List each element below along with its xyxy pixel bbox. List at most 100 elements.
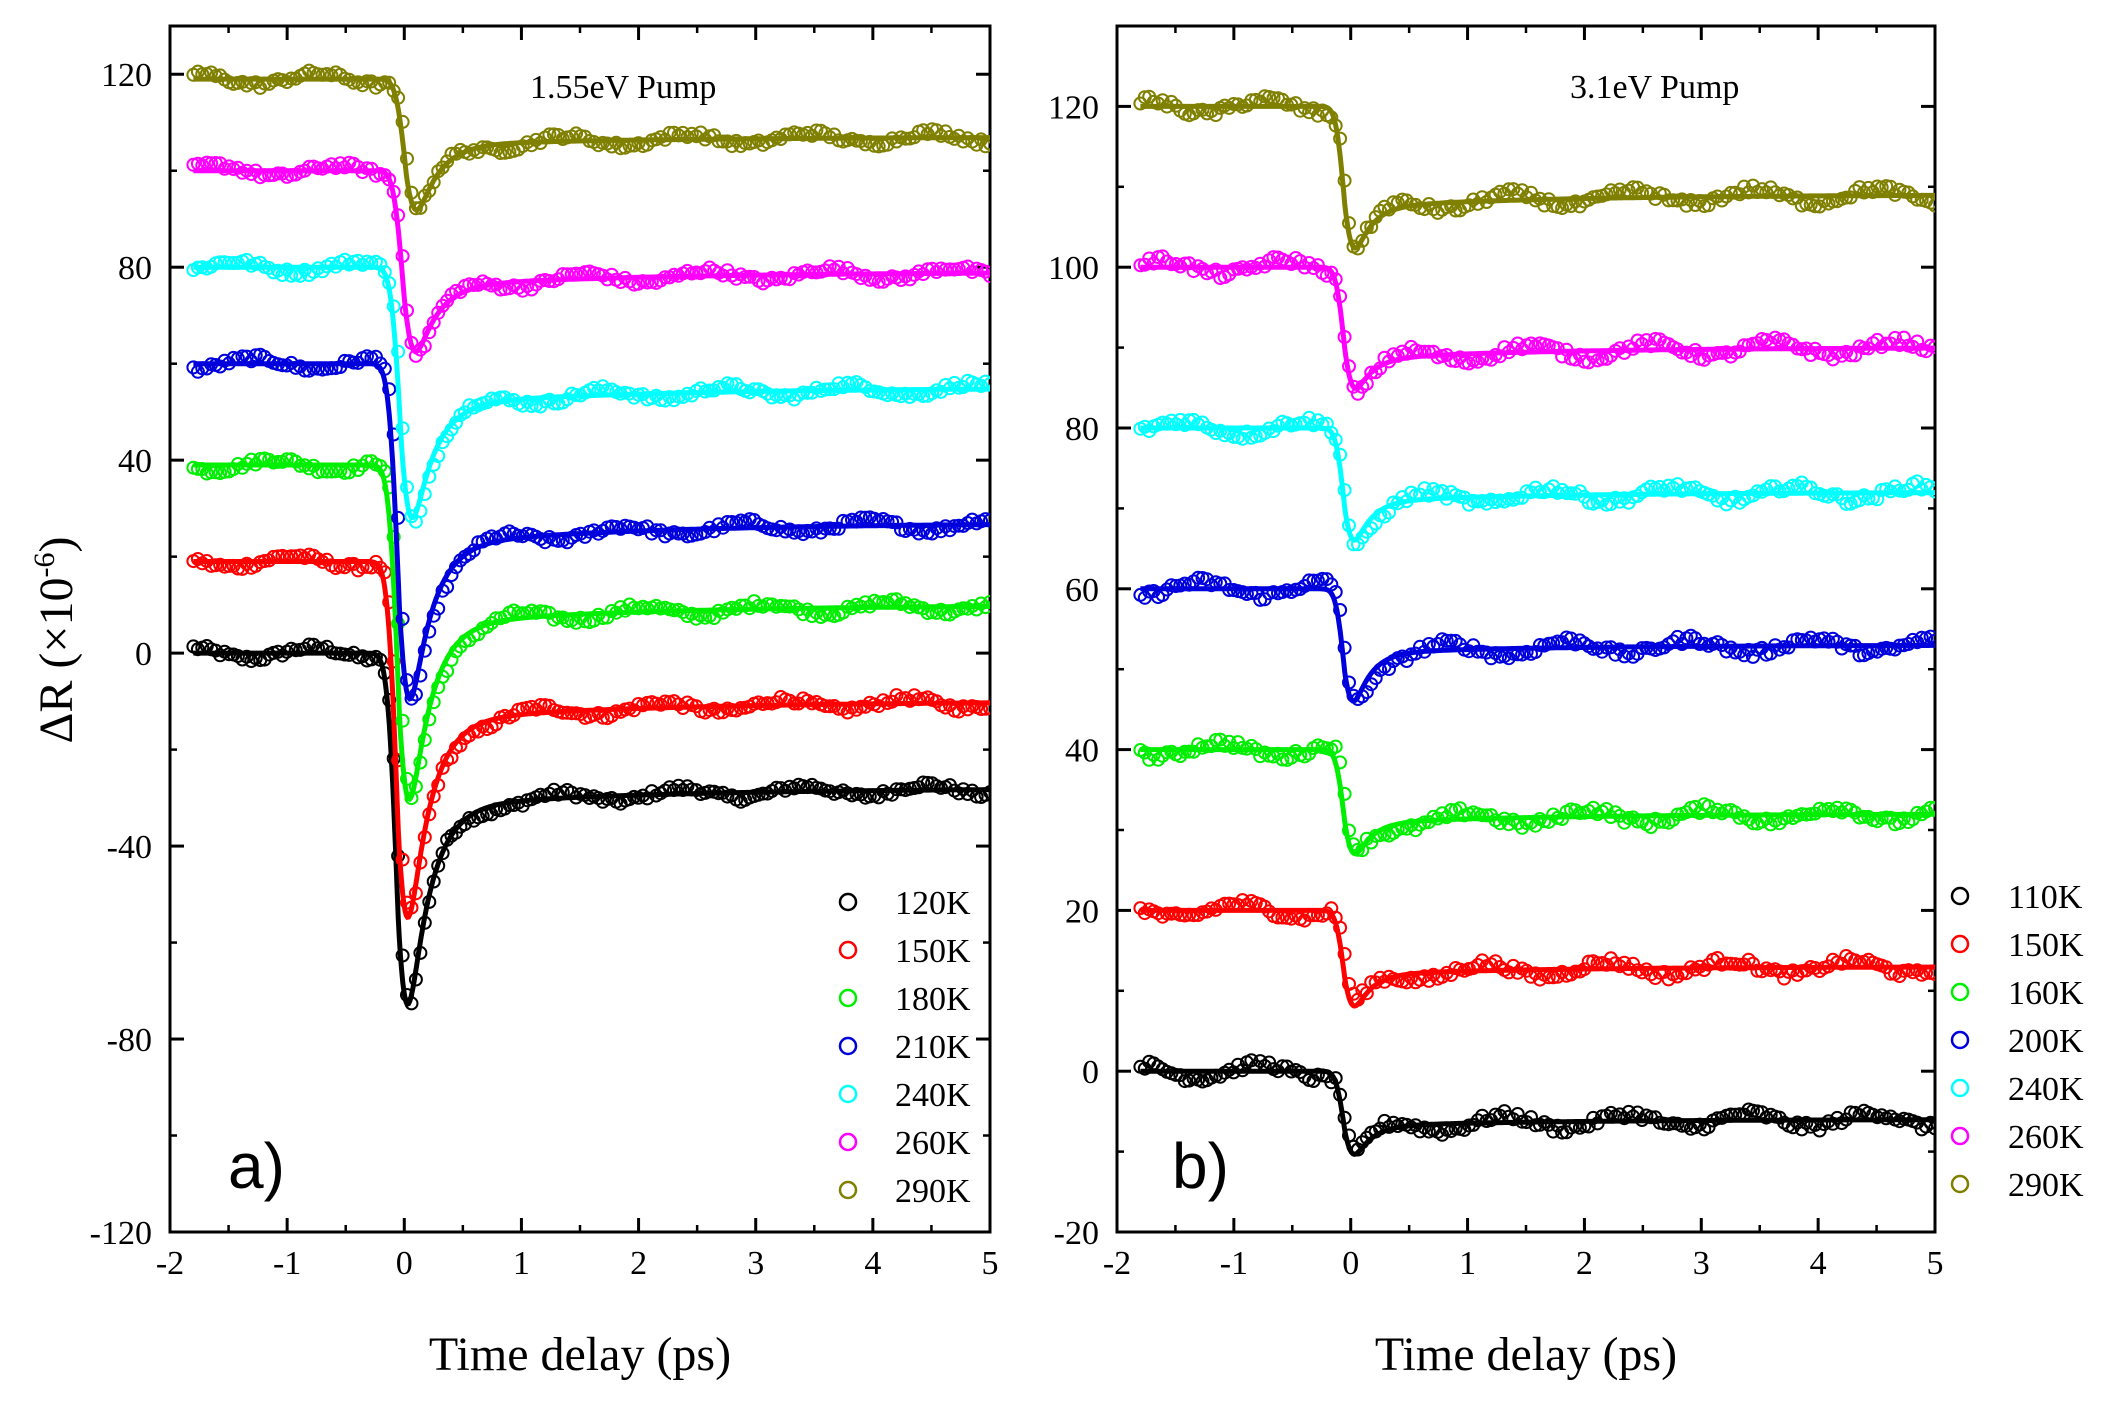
data-point <box>1670 807 1685 822</box>
data-point <box>1568 637 1583 652</box>
data-point <box>1564 486 1578 501</box>
data-point <box>711 786 726 801</box>
data-point <box>226 256 241 270</box>
data-point <box>831 376 846 391</box>
data-point <box>1413 1124 1427 1139</box>
data-point <box>1306 101 1321 116</box>
data-point <box>831 701 846 716</box>
data-point <box>983 136 990 151</box>
data-point <box>1346 379 1361 394</box>
y-axis-title: ΔR (×10-6) <box>28 537 83 744</box>
data-point <box>1794 807 1809 822</box>
data-point <box>818 126 833 141</box>
series-260K <box>1133 249 1935 401</box>
data-point <box>920 775 935 790</box>
data-point <box>907 688 922 703</box>
data-point <box>449 146 463 161</box>
data-point <box>422 894 437 909</box>
legend-marker <box>838 940 858 960</box>
data-point <box>1710 802 1725 817</box>
data-point <box>560 705 575 720</box>
data-point <box>1444 633 1459 648</box>
y-tick-label: -20 <box>1054 1215 1099 1252</box>
data-point <box>1683 480 1698 495</box>
data-point <box>404 691 419 706</box>
data-point <box>266 549 281 564</box>
data-point <box>1595 493 1610 508</box>
data-point <box>1510 647 1525 662</box>
data-point <box>440 580 455 594</box>
data-point <box>542 274 557 288</box>
data-point <box>1541 970 1556 985</box>
data-point <box>1333 755 1348 770</box>
data-point <box>1346 537 1361 552</box>
data-point <box>1253 592 1268 607</box>
data-point <box>1572 806 1587 821</box>
data-point <box>1524 485 1538 500</box>
data-point <box>974 702 989 716</box>
data-point <box>204 558 219 573</box>
data-point <box>1928 198 1935 213</box>
data-point <box>475 140 490 155</box>
data-point <box>671 697 686 712</box>
data-point <box>1599 802 1614 816</box>
data-point <box>288 454 303 469</box>
data-point <box>377 361 392 376</box>
data-point <box>1568 352 1583 367</box>
data-point <box>190 260 205 275</box>
data-point <box>413 200 428 215</box>
data-point <box>773 519 788 534</box>
data-point <box>511 606 526 620</box>
data-point <box>716 380 730 395</box>
data-point <box>1857 185 1871 200</box>
data-point <box>1271 910 1285 925</box>
data-point <box>1777 640 1792 655</box>
data-point <box>796 607 811 622</box>
data-point <box>337 647 352 662</box>
data-point <box>351 253 366 268</box>
data-point <box>818 699 833 714</box>
data-point <box>836 380 851 395</box>
legend-item: 260K <box>838 1125 971 1162</box>
data-point <box>902 272 917 287</box>
data-point <box>1399 975 1414 990</box>
data-point <box>1892 483 1907 498</box>
data-point <box>1235 893 1250 908</box>
data-point <box>1191 103 1206 118</box>
data-point <box>1173 907 1188 922</box>
data-point <box>1910 963 1925 978</box>
data-point <box>747 270 762 284</box>
data-point <box>782 388 797 403</box>
data-point <box>809 265 824 280</box>
fit-line <box>1140 747 1935 857</box>
data-point <box>684 388 699 403</box>
data-point <box>1248 585 1263 600</box>
y-tick-label: 120 <box>1048 89 1099 126</box>
data-point <box>346 458 361 473</box>
data-point <box>822 699 837 714</box>
data-point <box>1168 417 1183 432</box>
data-point <box>1177 256 1192 271</box>
data-point <box>1830 487 1845 502</box>
data-point <box>257 168 272 183</box>
data-point <box>1182 744 1197 759</box>
data-point <box>769 780 784 795</box>
data-point <box>889 134 904 149</box>
data-point <box>1541 814 1556 829</box>
series-240K <box>186 252 990 529</box>
data-point <box>555 267 570 282</box>
data-point <box>1328 1071 1343 1086</box>
data-point <box>640 519 655 534</box>
data-point <box>1404 197 1419 212</box>
series-210K <box>186 347 990 706</box>
data-point <box>1746 956 1760 971</box>
data-point <box>983 785 990 800</box>
data-point <box>1435 969 1450 984</box>
data-point <box>667 603 681 618</box>
data-point <box>1928 484 1935 499</box>
x-tick-label: -2 <box>156 1245 184 1282</box>
data-point <box>805 265 819 280</box>
data-point <box>1590 189 1605 204</box>
data-point <box>1350 386 1365 401</box>
